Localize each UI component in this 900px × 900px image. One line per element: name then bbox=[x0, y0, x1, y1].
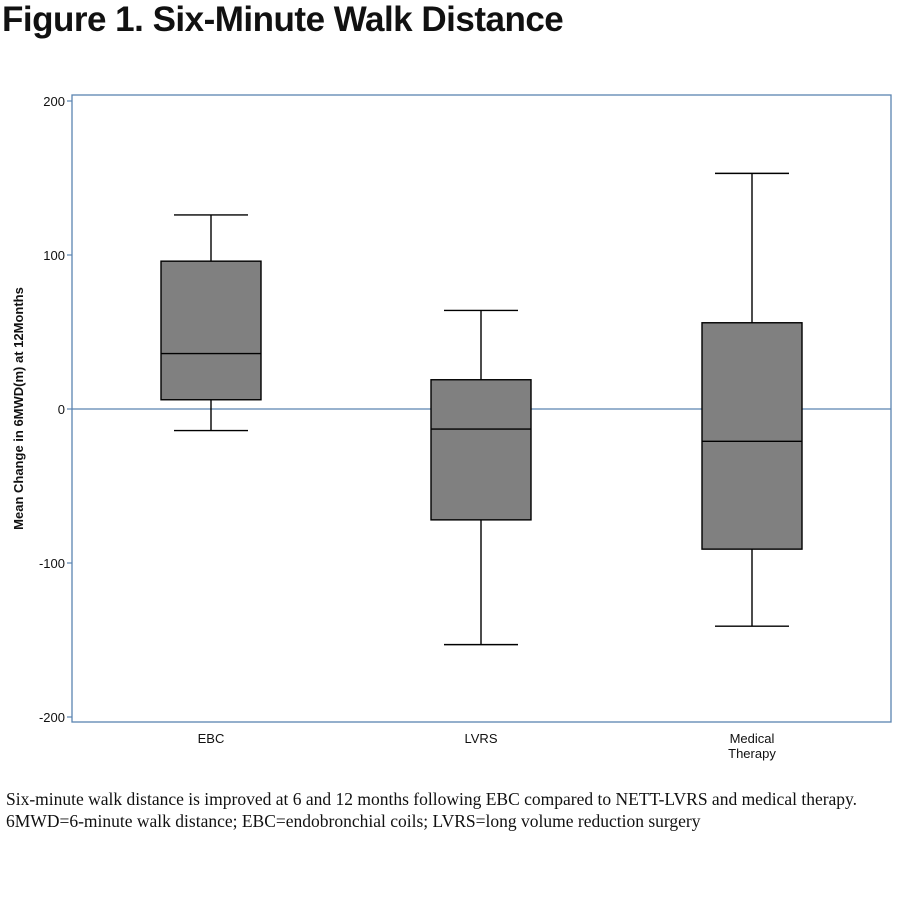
caption-line-1: Six-minute walk distance is improved at … bbox=[6, 789, 858, 809]
caption-line-2: 6MWD=6-minute walk distance; EBC=endobro… bbox=[6, 811, 701, 831]
iqr-box bbox=[160, 260, 262, 401]
x-category-label: EBC bbox=[198, 731, 225, 746]
x-category-label: LVRS bbox=[465, 731, 498, 746]
y-axis-label: Mean Change in 6MWD(m) at 12Months bbox=[11, 287, 26, 530]
iqr-box bbox=[701, 322, 803, 550]
figure-caption: Six-minute walk distance is improved at … bbox=[6, 788, 886, 832]
y-tick-label: 0 bbox=[58, 402, 65, 417]
y-tick-label: 100 bbox=[43, 248, 65, 263]
box-group bbox=[160, 214, 262, 432]
y-tick-label: -100 bbox=[39, 556, 65, 571]
x-category-label: Medical Therapy bbox=[728, 731, 776, 761]
y-tick-label: -200 bbox=[39, 710, 65, 725]
y-tick-label: 200 bbox=[43, 94, 65, 109]
box-group bbox=[701, 172, 803, 627]
box-plot-chart: 200 100 0 -100 -200 Mean Change in 6MWD(m) a… bbox=[11, 94, 892, 761]
box-group bbox=[430, 309, 532, 646]
iqr-box bbox=[430, 379, 532, 521]
figure-title: Figure 1. Six-Minute Walk Distance bbox=[2, 0, 564, 39]
